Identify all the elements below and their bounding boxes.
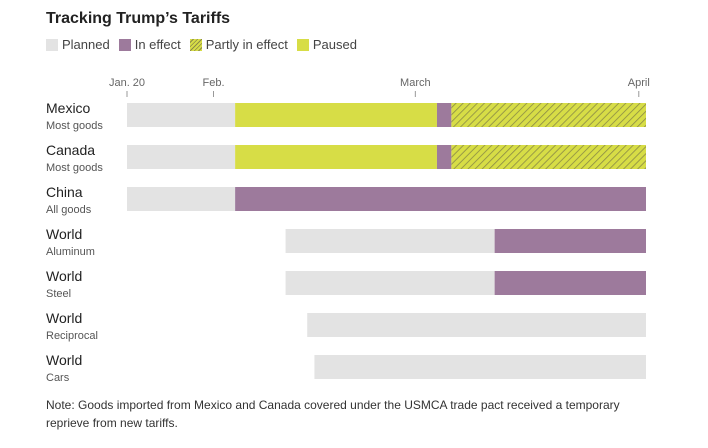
legend: Planned In effect Partly in effect Pause… — [46, 37, 366, 52]
x-tick-label: March — [400, 77, 431, 89]
segment-planned — [285, 271, 495, 295]
row-name: World — [46, 268, 82, 284]
segment-planned — [127, 187, 236, 211]
segment-paused — [235, 103, 437, 127]
row-name: China — [46, 184, 83, 200]
segment-in-effect — [436, 103, 452, 127]
legend-item-partly-in-effect: Partly in effect — [189, 37, 288, 52]
legend-label-in-effect: In effect — [134, 37, 181, 52]
row-name: World — [46, 226, 82, 242]
legend-label-paused: Paused — [312, 37, 357, 52]
row-subtitle: Reciprocal — [46, 330, 98, 342]
x-tick-label: Feb. — [202, 77, 224, 89]
timeline-row: World Steel — [46, 268, 646, 300]
x-tick-label: April — [628, 77, 650, 89]
legend-label-planned: Planned — [62, 37, 110, 52]
x-tick-label: Jan. 20 — [109, 77, 145, 89]
legend-item-planned: Planned — [46, 37, 110, 52]
timeline-row: World Cars — [46, 352, 646, 384]
timeline-row: China All goods — [46, 184, 646, 216]
row-name: Mexico — [46, 100, 91, 116]
segment-partly — [451, 145, 646, 169]
legend-swatch-in-effect — [118, 38, 131, 51]
segment-planned — [127, 145, 236, 169]
legend-item-in-effect: In effect — [118, 37, 181, 52]
row-name: World — [46, 310, 82, 326]
row-subtitle: Most goods — [46, 120, 103, 132]
segment-planned — [285, 229, 495, 253]
row-subtitle: All goods — [46, 204, 92, 216]
legend-swatch-partly-in-effect — [189, 38, 202, 51]
timeline-row: Mexico Most goods — [46, 100, 646, 132]
segment-in-effect — [494, 271, 646, 295]
row-name: Canada — [46, 142, 95, 158]
chart-title: Tracking Trump’s Tariffs — [46, 10, 231, 27]
legend-swatch-paused — [296, 38, 309, 51]
segment-in-effect — [494, 229, 646, 253]
row-subtitle: Aluminum — [46, 246, 95, 258]
row-subtitle: Cars — [46, 372, 70, 384]
segment-planned — [314, 355, 646, 379]
row-name: World — [46, 352, 82, 368]
row-subtitle: Most goods — [46, 162, 103, 174]
segment-planned — [127, 103, 236, 127]
legend-swatch-planned — [46, 38, 58, 51]
segment-paused — [235, 145, 437, 169]
legend-item-paused: Paused — [296, 37, 357, 52]
segment-planned — [307, 313, 646, 337]
segment-in-effect — [235, 187, 646, 211]
row-subtitle: Steel — [46, 288, 71, 300]
timeline-row: World Aluminum — [46, 226, 646, 258]
chart-note: Note: Goods imported from Mexico and Can… — [46, 398, 620, 430]
timeline-row: Canada Most goods — [46, 142, 646, 174]
timeline-row: World Reciprocal — [46, 310, 646, 342]
segment-partly — [451, 103, 646, 127]
legend-label-partly-in-effect: Partly in effect — [205, 37, 288, 52]
segment-in-effect — [436, 145, 452, 169]
